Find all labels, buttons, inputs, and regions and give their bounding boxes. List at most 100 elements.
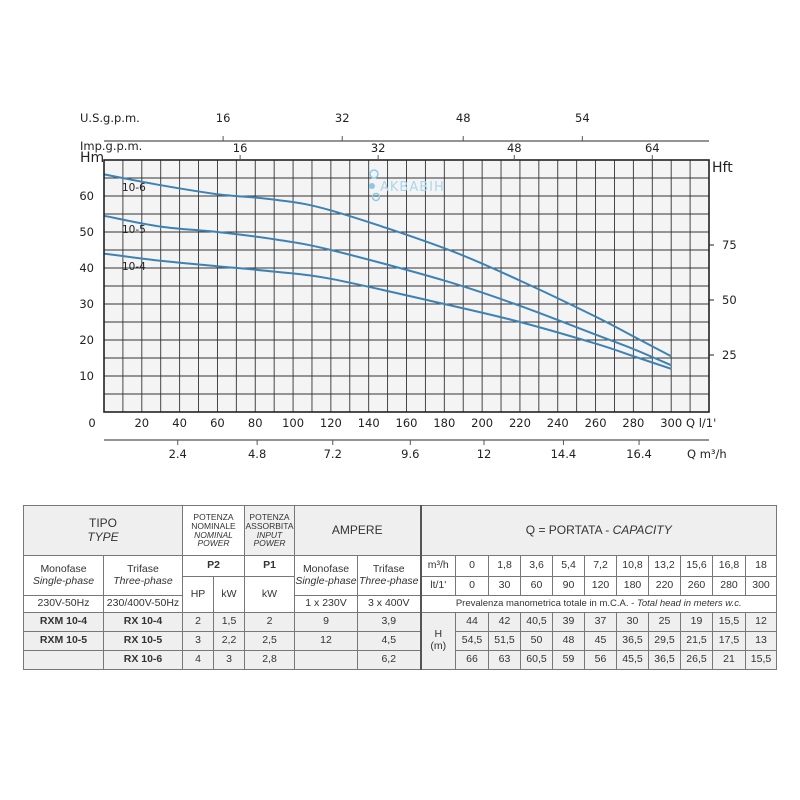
- cell-a1: [294, 650, 358, 670]
- ampere-voltage-tri: 3 x 400V: [357, 595, 421, 613]
- x-tick-label: 140: [358, 416, 380, 430]
- y2-tick-label: 75: [722, 238, 737, 252]
- x-tick-label: 260: [585, 416, 607, 430]
- h5: POTENZA: [249, 511, 290, 522]
- cell-tri: RX 10-6: [103, 650, 183, 670]
- watermark-logo: AKBABIH: [369, 169, 444, 202]
- x-tick-label: 40: [172, 416, 187, 430]
- head-value-cell: 39: [552, 612, 585, 632]
- lt-cell: 90: [552, 576, 585, 596]
- curve-10-4: [103, 252, 672, 370]
- lt-cell: 30: [488, 576, 521, 596]
- axes: 0 20 40 60 80 100 120 140 160 180 200 220 240 260 280 3…: [79, 111, 736, 461]
- usgpm-tick-label: 48: [456, 111, 471, 125]
- h6: ASSORBITA: [245, 520, 294, 531]
- head-value-cell: 44: [455, 612, 489, 632]
- pump-performance-chart: 0 20 40 60 80 100 120 140 160 180 200 220 240 260 280 3…: [79, 111, 736, 461]
- cell-kw: 1,5: [213, 612, 245, 632]
- y-tick-label: 10: [79, 369, 94, 383]
- cell-a3: 6,2: [357, 650, 421, 670]
- lt-cell: 280: [712, 576, 746, 596]
- y-tick-label: 20: [79, 333, 94, 347]
- head-value-cell: 56: [584, 650, 617, 670]
- t3: Trifase: [127, 562, 159, 575]
- p1-kw-header: kW: [244, 576, 295, 613]
- h2: NOMINALE: [191, 520, 236, 531]
- x-tick-label: 160: [396, 416, 418, 430]
- t5: Monofase: [302, 562, 350, 575]
- nominal-power-header: POTENZA NOMINALE NOMINAL POWER: [182, 505, 245, 556]
- x-axis-label: Q l/1': [686, 416, 716, 430]
- m3h-cell: 13,2: [648, 555, 681, 577]
- y-tick-label: 40: [79, 261, 94, 275]
- head-value-cell: 19: [680, 612, 713, 632]
- cell-kw: 2,2: [213, 631, 245, 651]
- impgpm-axis-label: Imp.g.p.m.: [80, 139, 142, 153]
- tipo-text: TIPO: [88, 516, 117, 531]
- head-value-cell: 17,5: [712, 631, 746, 651]
- h-label: H: [434, 628, 443, 641]
- head-value-cell: 21: [712, 650, 746, 670]
- ampere-header: AMPERE: [294, 505, 421, 556]
- monofase-header: Monofase Single-phase: [23, 555, 104, 596]
- head-value-cell: 54,5: [455, 631, 489, 651]
- t8: Three-phase: [358, 574, 419, 587]
- head-value-cell: 30: [616, 612, 649, 632]
- cell-a1: 9: [294, 612, 358, 632]
- cell-tri: RX 10-5: [103, 631, 183, 651]
- m3h-label: m³/h: [419, 555, 456, 577]
- m3h-cell: 1,8: [488, 555, 521, 577]
- type-header: TIPO TYPE: [23, 505, 183, 556]
- impgpm-tick-label: 64: [645, 141, 660, 155]
- impgpm-tick-label: 32: [371, 141, 386, 155]
- h4: POWER: [197, 538, 230, 549]
- voltage-mono: 230V-50Hz: [23, 595, 104, 613]
- x-tick-label: 100: [282, 416, 304, 430]
- head-value-cell: 40,5: [520, 612, 553, 632]
- x-tick-label: 60: [210, 416, 225, 430]
- head-value-cell: 59: [552, 650, 585, 670]
- h-unit: (m): [430, 640, 447, 652]
- m3h-cell: 16,8: [712, 555, 746, 577]
- cell-mono: RXM 10-5: [23, 631, 104, 651]
- head-value-cell: 50: [520, 631, 553, 651]
- y-tick-label: 30: [79, 297, 94, 311]
- capacity-en: CAPACITY: [612, 522, 672, 537]
- head-value-cell: 63: [488, 650, 521, 670]
- cell-a3: 3,9: [357, 612, 421, 632]
- m3h-cell: 7,2: [584, 555, 617, 577]
- m3h-tick-label: 7.2: [324, 447, 342, 461]
- m3h-tick-label: 2.4: [169, 447, 187, 461]
- p1-header: P1: [244, 555, 295, 577]
- lt-cell: 260: [680, 576, 713, 596]
- y-tick-label: 50: [79, 225, 94, 239]
- m3h-tick-label: 14.4: [551, 447, 577, 461]
- cell-p1: 2,5: [244, 631, 295, 651]
- cell-a1: 12: [294, 631, 358, 651]
- head-value-cell: 26,5: [680, 650, 713, 670]
- lt-cell: 0: [455, 576, 489, 596]
- head-value-cell: 36,5: [616, 631, 649, 651]
- x-tick-label: 180: [433, 416, 455, 430]
- usgpm-tick-label: 54: [575, 111, 590, 125]
- y-tick-label: 60: [79, 189, 94, 203]
- model-rows: RXM 10-4 RX 10-4 2 1,5 2 9 3,9 H (m) 44 42 40,5 39 37…: [23, 612, 777, 670]
- y2-axis-label: Hft: [712, 160, 733, 176]
- x-tick-label: 240: [547, 416, 569, 430]
- y2-tick-label: 25: [722, 348, 737, 362]
- y2-tick-label: 50: [722, 293, 737, 307]
- series-label-10-6: 10-6: [122, 182, 146, 194]
- series-label-10-4: 10-4: [122, 261, 146, 273]
- cell-mono: [23, 650, 104, 670]
- m3h-tick-label: 9.6: [401, 447, 419, 461]
- model-row: RXM 10-4 RX 10-4 2 1,5 2 9 3,9 H (m) 44 42 40,5 39 37…: [23, 612, 777, 670]
- cell-a3: 4,5: [357, 631, 421, 651]
- lt-cell: 60: [520, 576, 553, 596]
- cell-hp: 2: [182, 612, 214, 632]
- head-value-cell: 21,5: [680, 631, 713, 651]
- head-it: Prevalenza manometrica totale in m.C.A. …: [455, 597, 637, 609]
- lt-cell: 300: [745, 576, 777, 596]
- y-axis-label: Hm: [80, 150, 104, 166]
- usgpm-tick-label: 16: [216, 111, 231, 125]
- m3h-cell: 15,6: [680, 555, 713, 577]
